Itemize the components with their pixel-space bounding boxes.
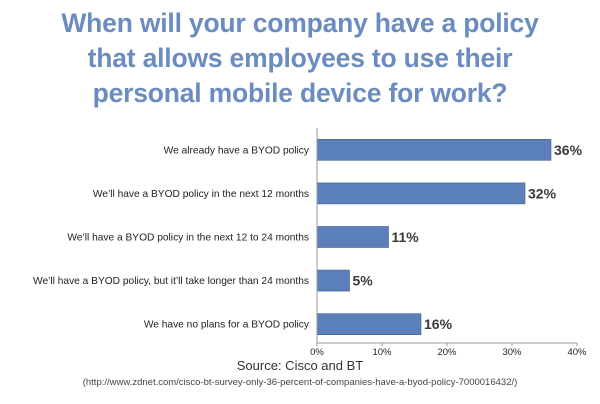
x-tick-label-3: 20% [437,347,457,358]
category-label-4: We’ll have a BYOD policy, but it’ll take… [33,276,309,287]
x-tick-label-4: 30% [502,347,522,358]
x-tick-label-5: 40% [567,347,587,358]
category-label-5: We have no plans for a BYOD policy [144,320,310,331]
chart-title-line-1: When will your company have a policy [61,8,539,38]
bar-1 [316,139,552,161]
data-label-2: 32% [528,185,557,201]
data-label-5: 16% [424,316,453,332]
data-label-3: 11% [392,229,420,245]
chart-title-line-3: personal mobile device for work? [92,78,508,108]
x-tick-label-1: 0% [310,347,324,358]
bar-3 [316,226,389,248]
category-label-3: We’ll have a BYOD policy in the next 12 … [67,233,309,244]
category-label-2: We’ll have a BYOD policy in the next 12 … [93,189,309,200]
source-caption: Source: Cisco and BT [236,358,364,373]
bar-5 [316,313,422,336]
chart-title-line-2: that allows employees to use their [87,43,513,73]
x-tick-label-2: 10% [372,347,392,358]
data-label-1: 36% [554,142,583,158]
data-label-4: 5% [353,273,374,289]
source-url: (http://www.zdnet.com/cisco-bt-survey-on… [82,377,518,388]
chart-title: When will your company have a policy tha… [0,6,600,111]
category-label-1: We already have a BYOD policy [164,145,310,156]
bar-2 [316,182,526,205]
bar-4 [316,269,350,292]
